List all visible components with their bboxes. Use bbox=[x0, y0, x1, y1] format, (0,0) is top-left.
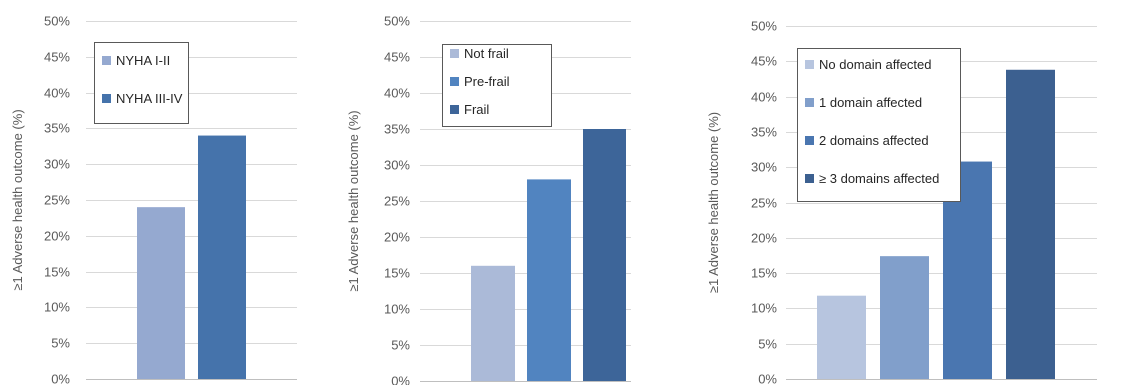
bar-2 bbox=[880, 256, 929, 379]
bar-4 bbox=[1006, 69, 1055, 379]
bar-1 bbox=[137, 207, 185, 379]
legend-swatch bbox=[450, 49, 459, 58]
bar-3 bbox=[583, 129, 626, 381]
y-tick-label: 0% bbox=[758, 372, 777, 385]
legend-box bbox=[797, 48, 961, 202]
y-tick-label: 5% bbox=[51, 336, 70, 351]
y-tick-label: 15% bbox=[751, 266, 777, 281]
y-tick-label: 45% bbox=[751, 54, 777, 69]
y-tick-label: 35% bbox=[384, 122, 410, 137]
y-axis-title: ≥1 Adverse health outcome (%) bbox=[346, 110, 361, 291]
legend: NYHA I-II NYHA III-IV bbox=[94, 42, 189, 124]
y-tick-label: 10% bbox=[751, 301, 777, 316]
legend-swatch bbox=[805, 174, 814, 183]
y-tick-label: 35% bbox=[44, 121, 70, 136]
y-tick-label: 10% bbox=[44, 300, 70, 315]
y-tick-label: 10% bbox=[384, 302, 410, 317]
legend-label: No domain affected bbox=[819, 57, 932, 72]
y-tick-label: 35% bbox=[751, 125, 777, 140]
y-tick-label: 5% bbox=[391, 338, 410, 353]
y-tick-label: 30% bbox=[384, 158, 410, 173]
legend-box bbox=[442, 44, 552, 127]
y-tick-label: 40% bbox=[44, 86, 70, 101]
y-tick-label: 45% bbox=[44, 50, 70, 65]
y-tick-label: 25% bbox=[384, 194, 410, 209]
legend-swatch bbox=[450, 105, 459, 114]
y-tick-label: 40% bbox=[751, 90, 777, 105]
bar-2 bbox=[198, 135, 246, 379]
y-tick-label: 30% bbox=[44, 157, 70, 172]
legend-label: 2 domains affected bbox=[819, 133, 929, 148]
y-tick-label: 5% bbox=[758, 337, 777, 352]
y-tick-label: 50% bbox=[751, 19, 777, 34]
legend-label: Not frail bbox=[464, 46, 509, 61]
chart-panel-3: 0% 5% 10% 15% 20% 25% 30% 35% 40% 45% 50% ≥1 Advers… bbox=[706, 19, 1097, 385]
legend: No domain affected 1 domain affected 2 dom… bbox=[797, 48, 961, 202]
legend-label: NYHA III-IV bbox=[116, 91, 183, 106]
y-axis-title: ≥1 Adverse health outcome (%) bbox=[706, 112, 721, 293]
legend-swatch bbox=[102, 56, 111, 65]
y-tick-label: 15% bbox=[384, 266, 410, 281]
y-tick-label: 30% bbox=[751, 160, 777, 175]
y-tick-label: 15% bbox=[44, 265, 70, 280]
chart-panel-1: 0% 5% 10% 15% 20% 25% 30% 35% 40% 45% 50% ≥1 Advers… bbox=[10, 14, 297, 385]
y-tick-label: 20% bbox=[384, 230, 410, 245]
legend-swatch bbox=[805, 98, 814, 107]
bar-2 bbox=[527, 179, 571, 381]
y-tick-label: 25% bbox=[751, 196, 777, 211]
y-tick-label: 50% bbox=[384, 14, 410, 29]
bar-1 bbox=[817, 295, 866, 379]
y-axis-title: ≥1 Adverse health outcome (%) bbox=[10, 109, 25, 290]
bar-1 bbox=[471, 265, 515, 381]
legend-label: 1 domain affected bbox=[819, 95, 922, 110]
legend-label: ≥ 3 domains affected bbox=[819, 171, 939, 186]
y-tick-label: 0% bbox=[391, 374, 410, 385]
y-tick-label: 20% bbox=[751, 231, 777, 246]
y-tick-label: 0% bbox=[51, 372, 70, 385]
legend-swatch bbox=[805, 136, 814, 145]
y-tick-label: 45% bbox=[384, 50, 410, 65]
chart-panel-2: 0% 5% 10% 15% 20% 25% 30% 35% 40% 45% 50% ≥1 Advers… bbox=[346, 14, 631, 385]
y-tick-label: 50% bbox=[44, 14, 70, 29]
y-tick-label: 40% bbox=[384, 86, 410, 101]
legend-label: Frail bbox=[464, 102, 489, 117]
legend-swatch bbox=[450, 77, 459, 86]
legend-swatch bbox=[805, 60, 814, 69]
legend-label: Pre-frail bbox=[464, 74, 510, 89]
legend-label: NYHA I-II bbox=[116, 53, 170, 68]
y-tick-label: 25% bbox=[44, 193, 70, 208]
legend: Not frail Pre-frail Frail bbox=[442, 44, 552, 127]
legend-swatch bbox=[102, 94, 111, 103]
y-tick-label: 20% bbox=[44, 229, 70, 244]
